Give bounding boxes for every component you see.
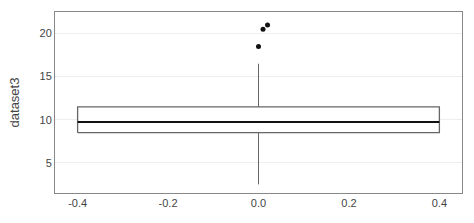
svg-text:20: 20 xyxy=(40,27,52,39)
svg-text:0.0: 0.0 xyxy=(251,197,266,209)
svg-text:15: 15 xyxy=(40,70,52,82)
svg-text:-0.4: -0.4 xyxy=(68,197,87,209)
svg-text:-0.2: -0.2 xyxy=(159,197,178,209)
svg-text:0.2: 0.2 xyxy=(341,197,356,209)
svg-text:dataset3: dataset3 xyxy=(7,78,22,128)
svg-text:0.4: 0.4 xyxy=(432,197,447,209)
svg-text:5: 5 xyxy=(46,157,52,169)
svg-text:10: 10 xyxy=(40,114,52,126)
